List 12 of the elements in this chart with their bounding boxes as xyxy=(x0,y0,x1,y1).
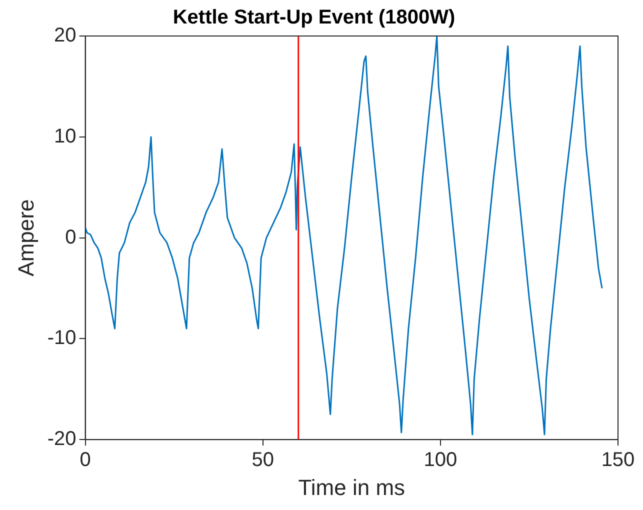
chart-title: Kettle Start-Up Event (1800W) xyxy=(172,6,456,29)
y-tick-label: 0 xyxy=(65,226,76,248)
y-tick-label: -10 xyxy=(47,327,76,350)
y-axis-title: Ampere xyxy=(13,199,38,276)
x-tick-label: 0 xyxy=(80,449,91,472)
y-tick-label: 20 xyxy=(54,24,76,47)
x-tick-label: 50 xyxy=(252,449,274,472)
y-tick-label: 10 xyxy=(54,125,76,148)
x-tick-label: 100 xyxy=(424,449,458,472)
x-tick-label: 150 xyxy=(601,449,635,472)
x-axis-title: Time in ms xyxy=(298,474,406,500)
y-tick-label: -20 xyxy=(47,428,76,450)
